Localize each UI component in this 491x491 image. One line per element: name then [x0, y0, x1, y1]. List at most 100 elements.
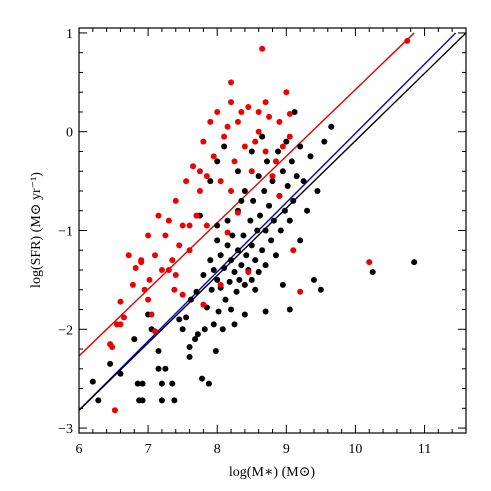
data-point — [266, 113, 273, 120]
data-point — [155, 365, 162, 372]
data-point — [179, 326, 186, 333]
data-point — [165, 267, 172, 274]
data-point — [270, 217, 277, 224]
data-point — [269, 173, 276, 180]
data-point — [120, 314, 127, 321]
data-point — [276, 118, 283, 125]
data-point — [179, 222, 186, 229]
data-point — [263, 158, 270, 165]
data-point — [214, 158, 221, 165]
data-point — [279, 281, 286, 288]
data-point — [214, 222, 221, 229]
data-point — [250, 197, 257, 204]
data-point — [162, 365, 169, 372]
data-point — [229, 232, 236, 239]
data-point — [234, 209, 241, 216]
axis-ticks — [78, 28, 467, 433]
data-point — [221, 265, 228, 272]
data-point — [286, 133, 293, 140]
data-point — [155, 212, 162, 219]
data-point — [152, 328, 159, 335]
data-point — [107, 360, 114, 367]
data-point — [245, 268, 252, 275]
data-point — [300, 178, 307, 185]
data-point — [297, 237, 304, 244]
data-point — [231, 321, 238, 328]
data-point — [254, 227, 261, 234]
data-point — [171, 397, 178, 404]
data-point — [286, 306, 293, 313]
data-point — [217, 178, 224, 185]
data-point — [221, 143, 228, 150]
data-point — [158, 380, 165, 387]
data-point — [179, 291, 186, 298]
data-point — [111, 407, 118, 414]
data-point — [231, 268, 238, 275]
data-point — [193, 288, 200, 295]
data-point — [279, 168, 286, 175]
data-point — [248, 242, 255, 249]
x-tick-label: 10 — [348, 442, 362, 457]
data-point — [259, 45, 266, 52]
data-point — [215, 308, 222, 315]
data-point — [217, 281, 224, 288]
data-point — [193, 212, 200, 219]
data-point — [95, 397, 102, 404]
data-point — [268, 237, 275, 244]
data-point — [219, 326, 226, 333]
data-point — [228, 187, 235, 194]
data-point — [165, 217, 172, 224]
data-point — [241, 143, 248, 150]
data-point — [125, 252, 132, 259]
data-point — [146, 276, 153, 283]
data-point — [192, 336, 199, 343]
data-point — [297, 288, 304, 295]
data-point — [228, 99, 235, 106]
data-point — [234, 168, 241, 175]
y-tick-label: −1 — [58, 225, 73, 240]
data-point — [186, 353, 193, 360]
data-point — [183, 314, 190, 321]
x-tick-label: 6 — [76, 442, 83, 457]
data-point — [328, 123, 335, 130]
data-point — [186, 344, 193, 351]
data-point — [169, 257, 176, 264]
data-point — [290, 197, 297, 204]
data-point — [172, 197, 179, 204]
data-point — [217, 252, 224, 259]
data-point — [241, 311, 248, 318]
data-point — [117, 321, 124, 328]
data-point — [257, 212, 264, 219]
data-point — [201, 326, 208, 333]
data-point — [210, 267, 217, 274]
data-point — [255, 173, 262, 180]
data-point — [248, 168, 255, 175]
data-point — [259, 133, 266, 140]
data-point — [212, 348, 219, 355]
data-point — [304, 207, 311, 214]
data-point — [297, 143, 304, 150]
data-point — [262, 148, 269, 155]
data-point — [148, 311, 155, 318]
data-point — [214, 276, 221, 283]
data-point — [176, 316, 183, 323]
data-point — [139, 397, 146, 404]
data-point — [290, 247, 297, 254]
x-tick-label: 11 — [418, 442, 431, 457]
data-point — [132, 265, 139, 272]
data-point — [240, 232, 247, 239]
data-point — [203, 222, 210, 229]
data-point — [252, 138, 259, 145]
data-point — [286, 217, 293, 224]
data-point — [259, 247, 266, 254]
data-point — [131, 336, 138, 343]
data-point — [238, 108, 245, 115]
data-point — [187, 296, 194, 303]
data-point — [255, 128, 262, 135]
tick-labels: 6 7 8 9 10 11 −3 −2 −1 0 1 — [58, 27, 431, 457]
data-point — [236, 276, 243, 283]
data-point — [158, 397, 165, 404]
data-point — [129, 281, 136, 288]
data-point — [279, 143, 286, 150]
